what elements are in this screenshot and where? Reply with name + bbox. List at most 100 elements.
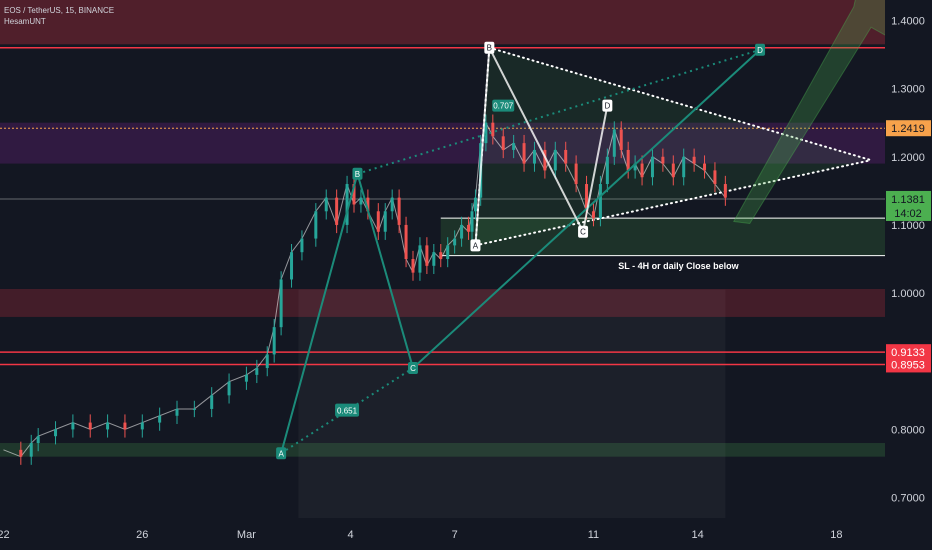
candle-body xyxy=(71,422,75,430)
candle-body xyxy=(366,197,370,212)
abcd2-point-A: A xyxy=(470,239,481,252)
candle-body xyxy=(491,122,495,137)
ratio2-bg xyxy=(492,99,515,112)
ratio-label: 0.651 xyxy=(337,407,358,416)
abcd-point-D: D xyxy=(755,43,766,56)
candle-body xyxy=(713,170,717,185)
abcd-label-bg xyxy=(755,43,766,56)
candle-body xyxy=(314,211,318,239)
candle-body xyxy=(650,156,654,178)
abcd-label-bg xyxy=(352,167,363,180)
candle-body xyxy=(598,184,602,219)
abcd-label: A xyxy=(278,449,284,458)
annotation-bg xyxy=(614,257,737,272)
candle-body xyxy=(390,197,394,212)
ratio2-label: 0.707 xyxy=(493,102,514,111)
candle-body xyxy=(522,143,526,164)
candle-body xyxy=(29,443,33,457)
candle-body xyxy=(432,252,436,266)
candle-body xyxy=(633,163,637,171)
candle-body xyxy=(453,238,457,246)
abcd2-point-C: C xyxy=(578,225,589,238)
candle-body xyxy=(376,211,380,232)
price-tag-label: 1.2419 xyxy=(891,123,925,135)
abcd2-point-B: B xyxy=(484,41,495,54)
candle-body xyxy=(36,436,40,444)
abcd-label-bg xyxy=(276,447,287,460)
candle-body xyxy=(564,149,568,164)
y-tick-label: 0.7000 xyxy=(891,493,925,505)
candle-body xyxy=(54,429,58,437)
author-label: HesamUNT xyxy=(4,17,46,26)
y-tick-label: 1.3000 xyxy=(891,84,925,96)
candle-body xyxy=(553,149,557,171)
candle-body xyxy=(605,156,609,185)
candle-body xyxy=(439,252,443,259)
candle-body xyxy=(692,156,696,164)
candle-body xyxy=(411,259,415,273)
candle-body xyxy=(473,197,477,212)
price-tag-bg xyxy=(886,356,931,373)
price-tag-label: 0.8953 xyxy=(891,359,925,371)
x-tick-label: 26 xyxy=(136,529,148,541)
y-tick-label: 0.8000 xyxy=(891,424,925,436)
countdown-label: 14:02 xyxy=(894,208,922,220)
candle-body xyxy=(425,245,429,266)
zone-1 xyxy=(0,122,885,164)
candle-body xyxy=(140,422,144,430)
candle-body xyxy=(640,163,644,178)
ratio-bg xyxy=(335,403,360,417)
candle-body xyxy=(192,408,196,410)
abcd-pattern: A B C D 0.651 A B C D 0.707 xyxy=(276,41,766,460)
candle-body xyxy=(585,184,589,212)
abcd2-label-bg xyxy=(578,225,589,238)
candle-body xyxy=(210,395,214,409)
candle-body xyxy=(460,224,464,239)
abcd2-label-bg xyxy=(470,239,481,252)
triangle-fill xyxy=(475,47,872,246)
price-axis-bg xyxy=(885,0,932,550)
candle-body xyxy=(397,197,401,225)
candle-body xyxy=(175,408,179,416)
candle-body xyxy=(446,245,450,259)
x-tick-label: 11 xyxy=(588,529,599,541)
abcd2-point-D: D xyxy=(602,99,613,112)
candle-body xyxy=(272,327,276,355)
y-tick-label: 1.0000 xyxy=(891,288,925,300)
candle-body xyxy=(19,449,23,457)
current-price-label: 1.1381 xyxy=(891,194,925,206)
zone-3 xyxy=(0,443,885,457)
time-axis-bg xyxy=(0,518,932,550)
price-tag-bg xyxy=(886,344,931,361)
x-tick-label: 18 xyxy=(830,529,842,541)
candle-body xyxy=(574,163,578,185)
candle-body xyxy=(661,156,665,164)
price-tag-label: 0.9133 xyxy=(891,347,925,359)
past-shade xyxy=(298,289,726,518)
candle-body xyxy=(682,156,686,178)
annotations: SL - 4H or daily Close below xyxy=(614,257,740,272)
chart-header: EOS / TetherUS, 15, BINANCE HesamUNT xyxy=(4,5,114,27)
candle-body xyxy=(671,163,675,178)
candle-body xyxy=(227,381,231,396)
price-tag-bg xyxy=(886,120,931,137)
annotation-text: SL - 4H or daily Close below xyxy=(618,261,739,271)
abcd2-label: B xyxy=(487,44,492,53)
y-tick-label: 1.4000 xyxy=(891,15,925,27)
abcd-point-A: A xyxy=(276,447,287,460)
candle-body xyxy=(467,224,471,232)
current-price-tag-bg xyxy=(886,190,931,221)
candle-body xyxy=(88,422,92,430)
candle-body xyxy=(279,279,283,328)
candle-body xyxy=(612,129,616,157)
candle-body xyxy=(484,122,488,144)
abcd-label: D xyxy=(757,46,763,55)
candle-body xyxy=(158,415,162,423)
price-series xyxy=(3,114,727,465)
abcd2-label: D xyxy=(604,102,610,111)
abcd-label: C xyxy=(410,364,416,373)
candle-body xyxy=(352,184,356,205)
